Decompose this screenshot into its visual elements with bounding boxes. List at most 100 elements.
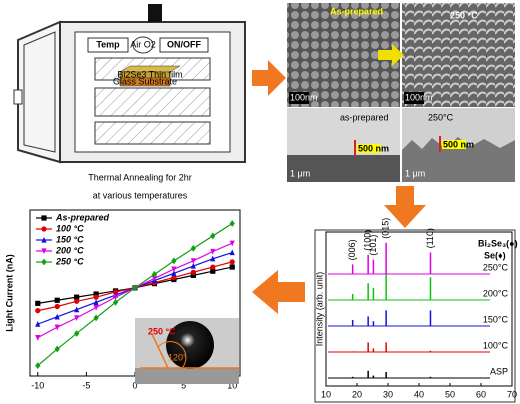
marker (112, 294, 119, 301)
marker (132, 284, 138, 292)
peak-label: (110) (425, 228, 435, 248)
marker (93, 299, 99, 305)
marker (171, 266, 177, 273)
peak-label: (015) (381, 218, 391, 239)
marker (112, 289, 119, 295)
x-tick-label: -5 (82, 380, 90, 390)
oven (13, 4, 246, 164)
legend-marker (41, 226, 47, 232)
inset-angle: 120° (168, 352, 187, 362)
x-tick-label: -10 (31, 380, 44, 390)
marker (93, 314, 99, 322)
thickness-label: 500 nm (443, 139, 474, 149)
series-label: 250°C (483, 262, 509, 272)
legend-label: 100 °C (56, 223, 84, 233)
marker (229, 240, 235, 247)
film-label: Bi2Se3 Thin film (117, 69, 182, 79)
marker (171, 257, 177, 265)
marker (54, 303, 60, 310)
sem-label: As-prepared (330, 6, 383, 16)
marker (35, 362, 41, 370)
marker (210, 264, 216, 270)
panel-label: ON/OFF (167, 39, 201, 49)
marker (35, 300, 41, 306)
marker (210, 255, 216, 262)
arrow (384, 186, 426, 228)
legend-label: Bi₂Se₃(●) (478, 238, 518, 248)
marker (54, 345, 60, 353)
panel-label: Temp (96, 39, 120, 49)
thickness-label: 500 nm (358, 143, 389, 153)
marker (54, 324, 60, 331)
marker (54, 313, 60, 320)
arrow (252, 60, 286, 96)
legend-marker (41, 215, 47, 221)
sem-label: 250 °C (450, 10, 478, 20)
peak-label: (006) (347, 239, 357, 260)
marker (74, 315, 80, 321)
scale-label: 100nm (290, 92, 318, 102)
inset (135, 318, 239, 384)
marker (229, 259, 235, 265)
marker (54, 297, 60, 303)
series-label: 150°C (483, 314, 509, 324)
marker (35, 308, 41, 314)
marker (190, 269, 196, 275)
y-axis-label: Intensity (arb. unit) (314, 272, 324, 347)
series-label: 100°C (483, 340, 509, 350)
legend-marker (41, 258, 47, 266)
x-tick-label: 10 (321, 389, 331, 399)
x-tick-label: 30 (383, 389, 393, 399)
x-tick-label: 5 (181, 380, 186, 390)
legend-label: 200 °C (55, 245, 84, 255)
series-label: 200°C (483, 288, 509, 298)
marker (93, 294, 99, 300)
legend-label: 150 °C (56, 234, 84, 244)
marker (210, 268, 216, 274)
x-tick-label: 50 (445, 389, 455, 399)
marker (210, 248, 216, 255)
x-tick-label: 10 (227, 380, 237, 390)
caption: at various temperatures (93, 190, 188, 200)
marker (229, 220, 235, 227)
marker (112, 298, 119, 306)
x-tick-label: 70 (507, 389, 517, 399)
substrate-label: Glass Substrate (113, 76, 177, 86)
x-tick-label: 20 (352, 389, 362, 399)
marker (35, 321, 41, 327)
marker (74, 306, 80, 313)
legend-marker (41, 248, 47, 255)
marker (93, 304, 99, 311)
marker (229, 264, 235, 270)
marker (190, 244, 196, 252)
marker (229, 249, 235, 256)
panel-label: Air O2 (130, 39, 156, 49)
series-label: ASP (490, 366, 508, 376)
sem-label: as-prepared (340, 112, 389, 122)
marker (151, 270, 158, 278)
sem-label: 250°C (428, 112, 454, 122)
marker (190, 258, 196, 264)
x-tick-label: 60 (476, 389, 486, 399)
marker (93, 291, 99, 297)
legend-label: Se(♦) (484, 250, 506, 260)
scale-label: 100nm (405, 92, 433, 102)
arrow (252, 270, 305, 314)
marker (74, 330, 80, 337)
peak-label: (100) (363, 230, 373, 251)
peak-label: (101) (368, 235, 378, 256)
marker (35, 335, 41, 341)
marker (171, 274, 177, 281)
x-tick-label: 0 (132, 380, 137, 390)
marker (190, 262, 196, 269)
y-axis-label: Light Current (nA) (4, 254, 14, 331)
xrd-panel (314, 229, 516, 403)
x-tick-label: 40 (414, 389, 424, 399)
marker (74, 294, 80, 300)
marker (151, 275, 158, 282)
inset-title: 250 °C (148, 326, 176, 336)
marker (74, 298, 80, 304)
scale-label: 1 μm (290, 168, 310, 178)
legend-label: 250 °C (55, 256, 84, 266)
